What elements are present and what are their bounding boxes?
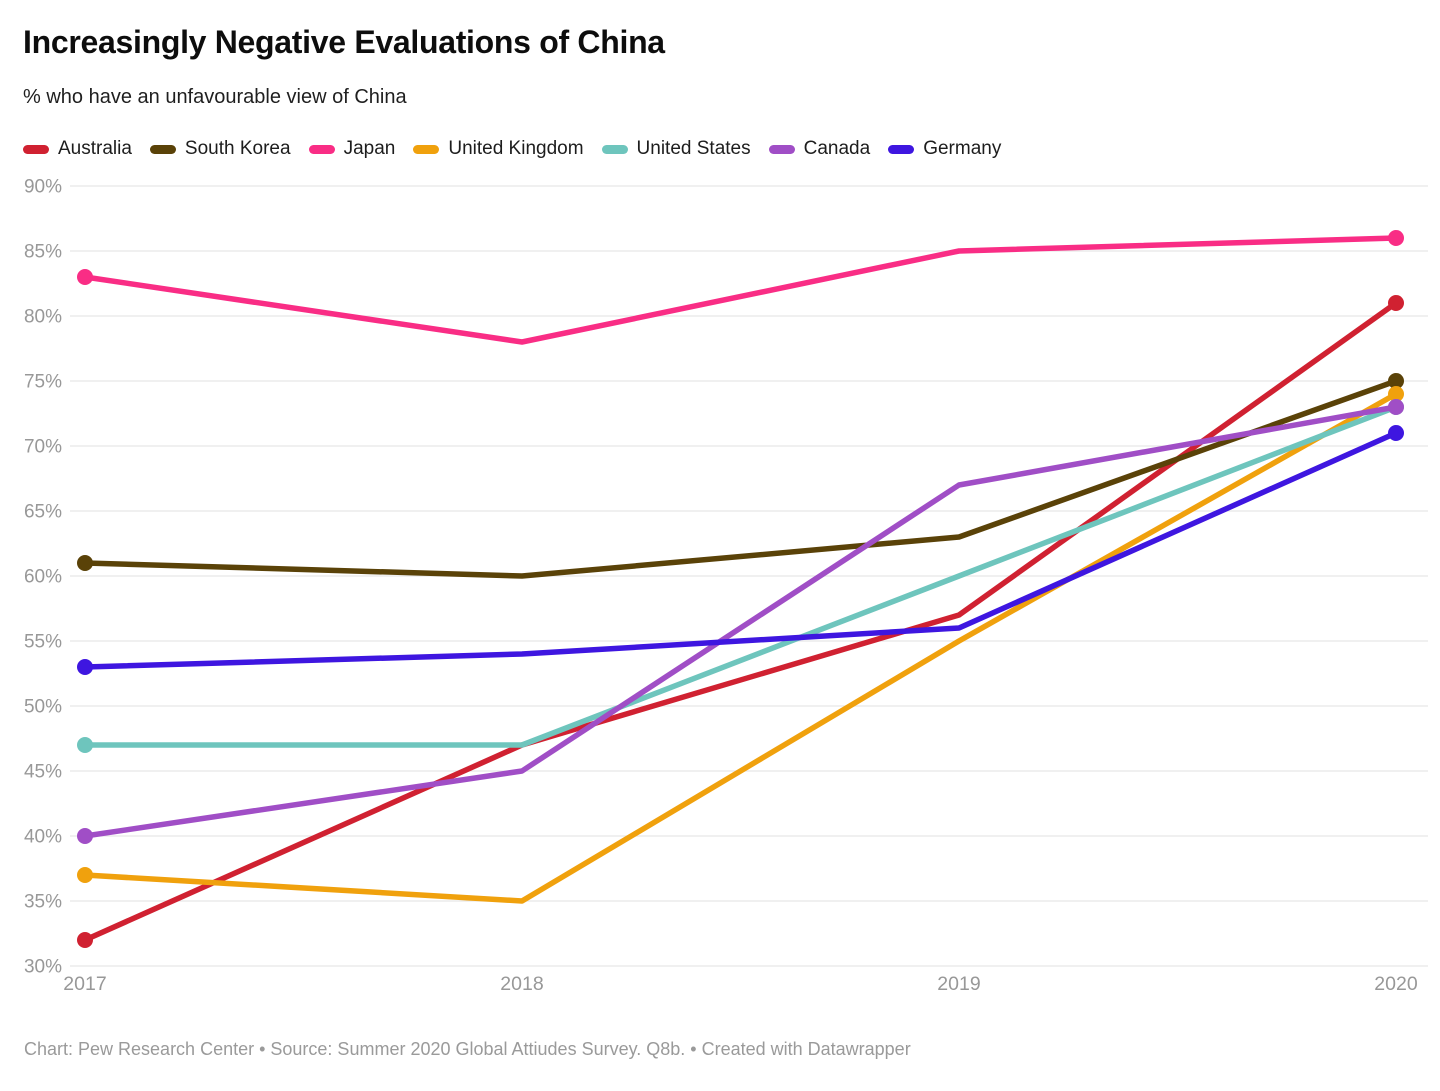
legend-label-united-kingdom: United Kingdom <box>448 138 584 159</box>
legend-swatch-canada <box>768 144 795 154</box>
series-endpoint-australia-2017 <box>77 932 93 948</box>
legend-swatch-australia <box>23 144 49 154</box>
series-line-japan <box>82 235 1399 345</box>
series-endpoint-germany-2020 <box>1388 425 1404 441</box>
legend-swatch-united-kingdom <box>413 144 440 154</box>
y-tick-label-80: 80% <box>24 307 62 328</box>
legend-swatch-japan <box>308 144 335 154</box>
series-endpoint-united-states-2017 <box>77 737 93 753</box>
series-endpoint-australia-2020 <box>1388 295 1404 311</box>
y-tick-label-30: 30% <box>24 957 62 978</box>
series-line-united-kingdom <box>82 391 1399 904</box>
x-tick-label-2020: 2020 <box>1374 973 1418 995</box>
y-tick-label-70: 70% <box>24 437 62 458</box>
legend-item-united-states: United States <box>601 138 751 160</box>
series-endpoint-united-kingdom-2017 <box>77 867 93 883</box>
series-line-canada <box>82 404 1399 839</box>
legend-item-united-kingdom: United Kingdom <box>413 138 584 160</box>
legend-item-south-korea: South Korea <box>149 138 291 160</box>
series-endpoint-canada-2017 <box>77 828 93 844</box>
series-endpoint-canada-2020 <box>1388 399 1404 415</box>
x-tick-label-2019: 2019 <box>937 973 980 995</box>
legend-label-japan: Japan <box>343 138 396 159</box>
legend: Australia South Korea Japan United Kingdom U… <box>23 138 1001 160</box>
legend-swatch-south-korea <box>149 144 176 154</box>
legend-item-japan: Japan <box>308 138 396 160</box>
series-endpoint-japan-2020 <box>1388 230 1404 246</box>
legend-label-united-states: United States <box>636 138 751 159</box>
x-tick-label-2017: 2017 <box>63 973 106 995</box>
y-tick-label-60: 60% <box>24 567 62 588</box>
series-endpoint-japan-2017 <box>77 269 93 285</box>
series-line-united-states <box>82 404 1399 748</box>
y-tick-label-55: 55% <box>24 632 62 653</box>
y-tick-label-85: 85% <box>24 242 62 263</box>
y-tick-label-75: 75% <box>24 372 62 393</box>
legend-swatch-united-states <box>601 144 628 154</box>
y-tick-label-45: 45% <box>24 762 62 783</box>
legend-label-germany: Germany <box>923 138 1002 159</box>
legend-label-south-korea: South Korea <box>184 138 291 159</box>
legend-label-australia: Australia <box>58 138 132 159</box>
chart-subtitle: % who have an unfavourable view of China <box>23 86 407 108</box>
series-endpoint-south-korea-2017 <box>77 555 93 571</box>
legend-label-canada: Canada <box>803 138 871 159</box>
legend-item-australia: Australia <box>23 138 132 160</box>
series-line-germany <box>82 430 1399 670</box>
y-tick-label-50: 50% <box>24 697 62 718</box>
x-tick-label-2018: 2018 <box>500 973 543 995</box>
y-tick-label-40: 40% <box>24 827 62 848</box>
chart-footer: Chart: Pew Research Center • Source: Sum… <box>24 1039 911 1059</box>
legend-item-canada: Canada <box>768 138 871 160</box>
series-endpoint-germany-2017 <box>77 659 93 675</box>
series-line-australia <box>82 300 1399 943</box>
series-line-south-korea <box>82 378 1399 579</box>
series-endpoint-united-kingdom-2020 <box>1388 386 1404 402</box>
y-tick-label-65: 65% <box>24 502 62 523</box>
series-endpoint-south-korea-2020 <box>1388 373 1404 389</box>
legend-swatch-germany <box>888 144 915 154</box>
y-tick-label-35: 35% <box>24 892 62 913</box>
chart-title: Increasingly Negative Evaluations of Chi… <box>23 24 665 60</box>
legend-item-germany: Germany <box>888 138 1001 160</box>
y-tick-label-90: 90% <box>24 177 62 198</box>
